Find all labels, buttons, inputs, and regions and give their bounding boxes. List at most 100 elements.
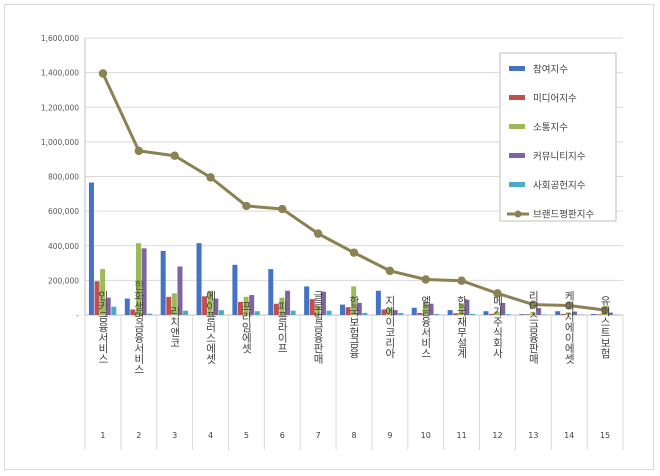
rank-label: 6	[280, 431, 285, 440]
legend-label: 사회공헌지수	[533, 181, 586, 192]
legend-label: 참여지수	[533, 64, 568, 76]
legend-label: 소통지수	[533, 123, 568, 134]
bar	[428, 303, 434, 315]
bar	[519, 314, 525, 315]
bar	[326, 310, 332, 315]
rank-label: 5	[244, 431, 249, 440]
legend-label: 미디어지수	[533, 94, 577, 105]
bar	[392, 310, 398, 315]
y-tick-label: 1,000,000	[41, 138, 79, 147]
bar	[494, 311, 500, 315]
bar	[268, 269, 274, 315]
bar	[566, 313, 572, 315]
rank-label: 15	[600, 431, 610, 440]
category-label: 한화생명금융서비스	[133, 280, 145, 375]
bar	[290, 310, 296, 315]
legend-swatch	[509, 66, 525, 71]
bar	[315, 305, 321, 315]
bar	[166, 296, 172, 315]
bar	[285, 290, 291, 315]
line-point	[600, 305, 610, 315]
legend-marker	[514, 210, 522, 218]
line-point	[134, 146, 143, 156]
line-point	[313, 229, 323, 238]
y-tick-label: 1,600,000	[41, 34, 79, 43]
bar	[458, 303, 464, 315]
bar	[387, 308, 393, 315]
category-label: 프라임에셋	[240, 301, 252, 354]
line-point	[170, 151, 179, 160]
bar	[304, 286, 310, 315]
y-tick-label: 1,400,000	[41, 69, 79, 78]
bar	[398, 312, 404, 315]
rank-label: 11	[457, 431, 467, 440]
bar	[141, 248, 147, 315]
bar	[202, 296, 208, 315]
bar	[464, 299, 470, 315]
bar	[596, 314, 602, 315]
category-label: 글로벌금융판매	[312, 290, 324, 364]
bar	[111, 306, 117, 315]
line-point	[565, 301, 574, 310]
category-label: 유퍼스트보험	[599, 296, 611, 359]
bar	[434, 313, 440, 315]
bar	[447, 310, 453, 315]
rank-label: 10	[421, 431, 431, 440]
category-label: 한국보험금융	[348, 296, 360, 359]
bar	[500, 302, 506, 315]
category-label: 피플라이프	[276, 301, 288, 354]
category-label: 한국재무설계	[456, 296, 468, 360]
legend-box	[499, 52, 617, 222]
bar	[243, 296, 249, 315]
y-tick-label: -	[76, 311, 79, 320]
rank-label: 4	[208, 431, 213, 440]
bar	[136, 243, 141, 315]
line-point	[206, 173, 215, 182]
line-point	[457, 276, 466, 285]
bar	[417, 312, 423, 315]
bar	[183, 310, 189, 315]
bar	[340, 304, 346, 315]
bar	[171, 293, 177, 315]
bar	[602, 313, 608, 315]
bar	[249, 295, 255, 315]
y-tick-label: 400,000	[48, 242, 79, 251]
bar	[536, 308, 542, 315]
category-label: 지에이코리아	[384, 296, 396, 360]
bar	[483, 311, 489, 315]
rank-label: 3	[172, 431, 177, 440]
bar	[147, 313, 153, 315]
line-point	[278, 204, 287, 214]
legend-swatch	[509, 153, 525, 158]
bar	[177, 266, 183, 315]
category-label: 인카금융서비스	[97, 290, 109, 364]
bar	[381, 309, 387, 315]
line-point	[421, 275, 430, 284]
y-tick-label: 800,000	[48, 173, 79, 182]
line-point	[493, 289, 502, 298]
bar	[273, 303, 279, 315]
category-label: 케이지에이에셋	[563, 290, 575, 364]
bar	[375, 290, 381, 315]
bar	[351, 286, 357, 315]
chart-frame: - 200,000 400,000 600,000 800,000 1,000,000 1,…	[4, 4, 654, 470]
bar	[254, 311, 260, 315]
bar	[94, 281, 100, 315]
category-label: 엠금융서비스	[420, 296, 432, 359]
bar	[130, 309, 136, 315]
bar	[320, 291, 326, 315]
bar	[345, 307, 351, 315]
bar	[238, 302, 244, 315]
brand-reputation-chart: - 200,000 400,000 600,000 800,000 1,000,000 1,…	[41, 34, 624, 450]
rank-label: 7	[316, 431, 321, 440]
bar	[555, 311, 561, 315]
bar	[560, 313, 566, 315]
category-label: 메가주식회사	[491, 296, 503, 360]
category-label: 리더스금융판매	[527, 290, 539, 364]
bar	[524, 314, 530, 315]
line-point	[529, 300, 538, 309]
category-label: 리치앤코	[169, 306, 181, 348]
bar	[469, 313, 475, 315]
rank-label: 9	[387, 431, 392, 440]
